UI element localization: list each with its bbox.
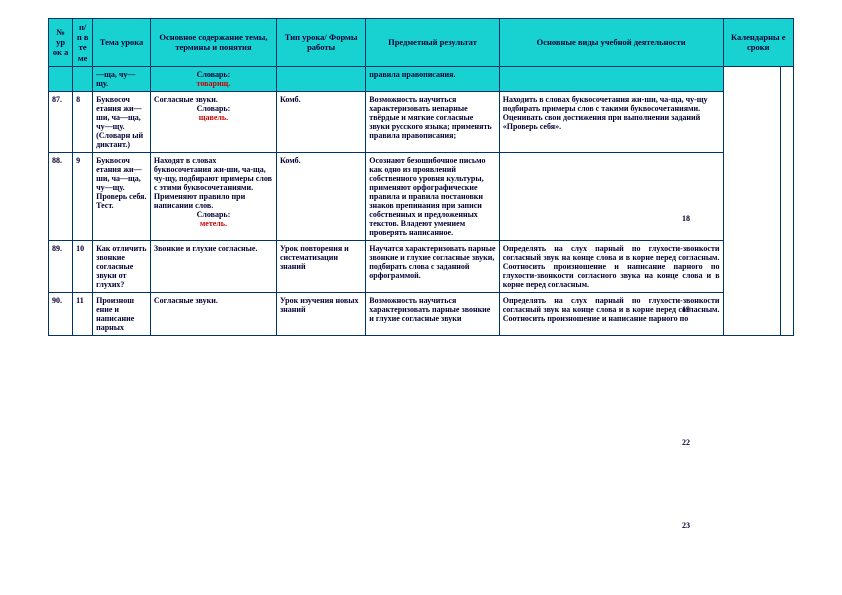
sub-empty — [276, 66, 365, 91]
cell-content-main: Находят в словах буквосочетания жи-ши, ч… — [154, 156, 272, 210]
cell-pp: 9 — [73, 152, 93, 240]
col-lesson-num: № ур ок а — [49, 19, 73, 67]
cell-num: 89. — [49, 240, 73, 292]
date-89: 22 — [682, 438, 690, 447]
cell-slovar-word: метель. — [154, 219, 273, 228]
table-row: 89. 10 Как отличить звонкие согласные зв… — [49, 240, 794, 292]
table-row: 87. 8 Буквосоч етания жи—ши, ча—ща, чу—щ… — [49, 91, 794, 152]
col-dates: Календарны е сроки — [723, 19, 793, 67]
cell-type: Урок повторения и систематизации знаний — [276, 240, 365, 292]
col-pp: п/ п в те ме — [73, 19, 93, 67]
cell-slovar-word: щавель. — [154, 113, 273, 122]
col-content: Основное содержание темы, термины и поня… — [150, 19, 276, 67]
col-topic: Тема урока — [93, 19, 151, 67]
header-row: № ур ок а п/ п в те ме Тема урока Основн… — [49, 19, 794, 67]
sub-topic: —ща, чу—щу. — [93, 66, 151, 91]
cell-content: Согласные звуки. Словарь: щавель. — [150, 91, 276, 152]
cell-result: Научатся характеризовать парные звонкие … — [366, 240, 499, 292]
cell-pp: 11 — [73, 292, 93, 335]
cell-topic: Как отличить звонкие согласные звуки от … — [93, 240, 151, 292]
sub-content: Словарь: товарищ. — [150, 66, 276, 91]
sub-empty — [73, 66, 93, 91]
cell-type: Комб. — [276, 152, 365, 240]
cell-slovar-label: Словарь: — [154, 104, 273, 113]
date-90: 23 — [682, 521, 690, 530]
cell-result: Возможность научиться характеризовать па… — [366, 292, 499, 335]
cell-content: Звонкие и глухие согласные. — [150, 240, 276, 292]
cell-activity: Определять на слух парный по глухости-зв… — [499, 240, 723, 292]
cell-result: Осознают безошибочное письмо как одно из… — [366, 152, 499, 240]
cell-topic: Буквосоч етания жи—ши, ча—ща, чу—щу. (Сл… — [93, 91, 151, 152]
cell-activity — [499, 152, 723, 240]
cell-num: 87. — [49, 91, 73, 152]
cell-content: Согласные звуки. — [150, 292, 276, 335]
sub-empty — [499, 66, 723, 91]
table-row: 88. 9 Буквосоч етания жи—ши, ча—ща, чу—щ… — [49, 152, 794, 240]
sub-slovar-label: Словарь: — [197, 70, 231, 79]
sub-empty — [49, 66, 73, 91]
sub-result: правила правописания. — [366, 66, 499, 91]
cell-topic: Буквосоч етания жи—ши, ча—ща, чу—щу. Про… — [93, 152, 151, 240]
cell-activity: Находить в словах буквосочетания жи-ши, … — [499, 91, 723, 152]
date-spacer — [723, 66, 781, 335]
date-88: 19 — [682, 305, 690, 314]
cell-type: Урок изучения новых знаний — [276, 292, 365, 335]
col-activity: Основные виды учебной деятельности — [499, 19, 723, 67]
cell-slovar-label: Словарь: — [154, 210, 273, 219]
col-type: Тип урока/ Формы работы — [276, 19, 365, 67]
cell-result: Возможность научиться характеризовать не… — [366, 91, 499, 152]
curriculum-table: № ур ок а п/ п в те ме Тема урока Основн… — [48, 18, 794, 336]
cell-content-main: Согласные звуки. — [154, 95, 218, 104]
cell-num: 90. — [49, 292, 73, 335]
subheader-row: —ща, чу—щу. Словарь: товарищ. правила пр… — [49, 66, 794, 91]
col-result: Предметный результат — [366, 19, 499, 67]
sub-slovar-word: товарищ. — [197, 79, 231, 88]
cell-pp: 10 — [73, 240, 93, 292]
date-87: 18 — [682, 214, 690, 223]
date-spacer — [781, 66, 794, 335]
cell-content: Находят в словах буквосочетания жи-ши, ч… — [150, 152, 276, 240]
cell-topic: Произнош ение и написание парных — [93, 292, 151, 335]
cell-type: Комб. — [276, 91, 365, 152]
cell-pp: 8 — [73, 91, 93, 152]
cell-num: 88. — [49, 152, 73, 240]
